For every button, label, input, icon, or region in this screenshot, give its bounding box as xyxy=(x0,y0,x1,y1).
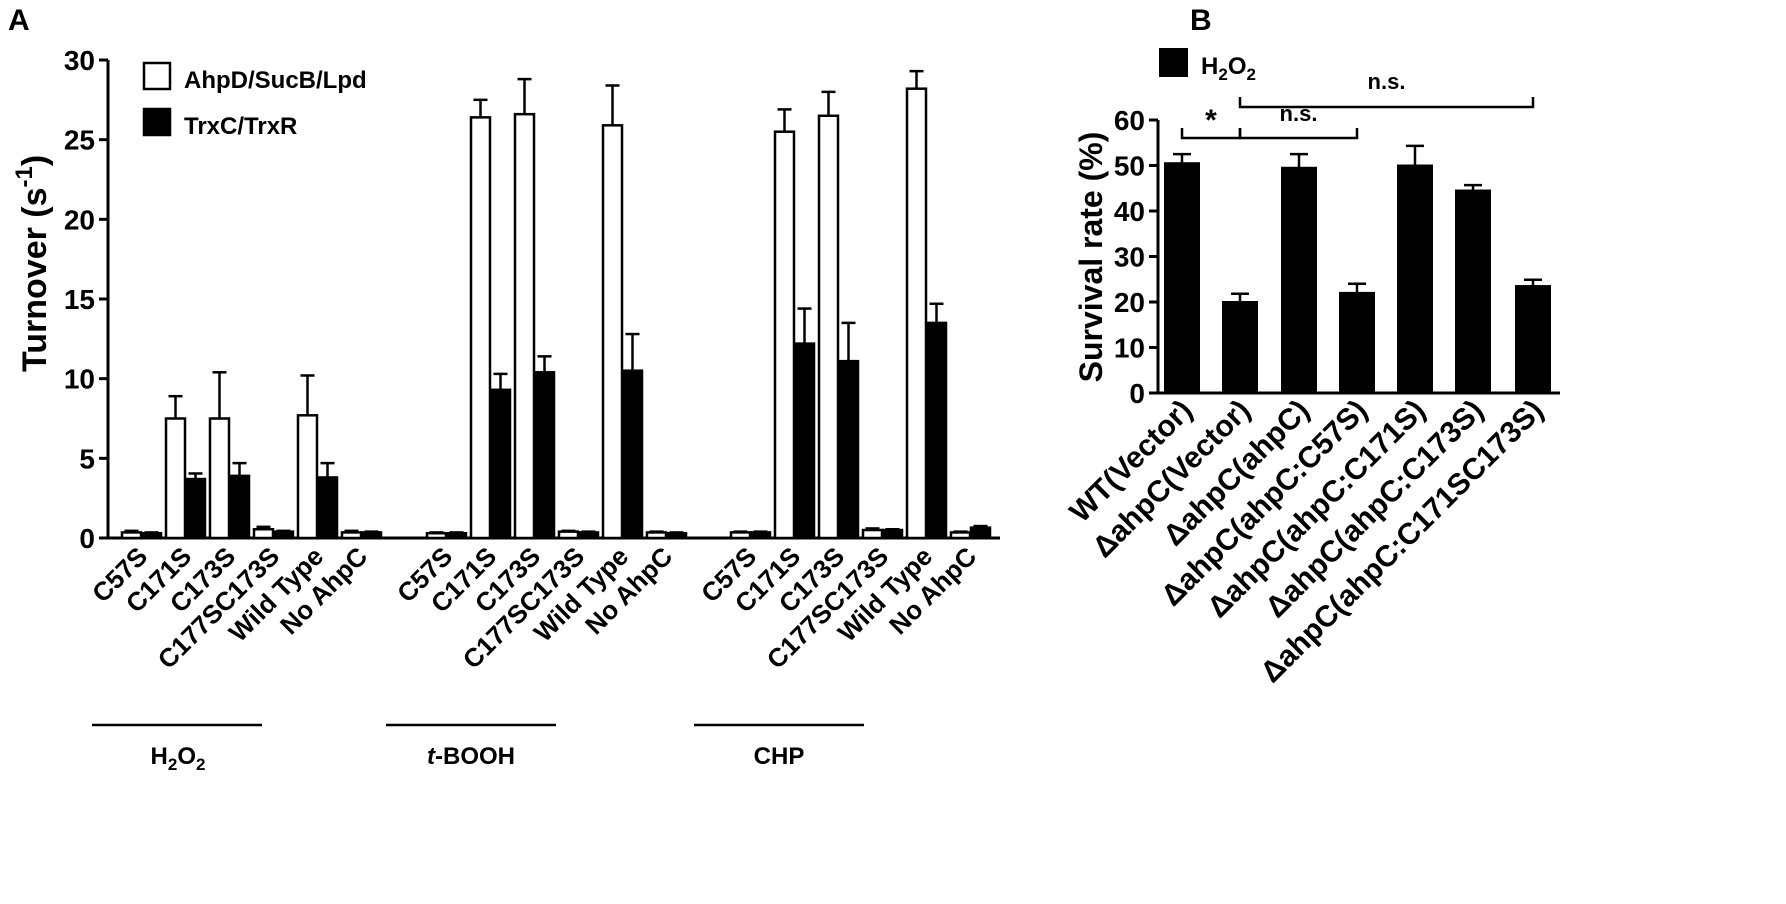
bar xyxy=(557,530,580,540)
bar xyxy=(340,531,363,540)
bar xyxy=(793,342,816,540)
bar xyxy=(425,531,448,540)
bar xyxy=(184,477,207,540)
bar xyxy=(749,531,772,540)
bar xyxy=(513,112,536,540)
bar xyxy=(905,87,928,540)
panel-b-letter: B xyxy=(1190,4,1212,37)
bar xyxy=(837,359,860,540)
bar xyxy=(1281,166,1317,394)
legend-label-h2o2: H2O2 xyxy=(1201,53,1256,84)
group-label-sub: 2 xyxy=(168,755,177,774)
bar xyxy=(1515,285,1551,395)
bar xyxy=(949,531,972,540)
y-axis-label: Survival rate (%) xyxy=(1073,132,1109,383)
bar xyxy=(729,531,752,540)
bar xyxy=(881,528,904,540)
legend-label-part: H xyxy=(1201,53,1218,80)
y-tick-label: 20 xyxy=(1114,287,1145,318)
y-tick-label: 0 xyxy=(1129,378,1145,409)
bar xyxy=(773,130,796,540)
bar xyxy=(577,531,600,540)
bar xyxy=(445,531,468,540)
bar xyxy=(120,531,143,540)
group-label-italic: t xyxy=(427,743,436,770)
significance-bracket xyxy=(1238,128,1359,140)
group-label: H2O2 xyxy=(151,743,206,774)
y-tick-label: 0 xyxy=(79,523,95,554)
y-tick-label: 30 xyxy=(1114,242,1145,273)
bar xyxy=(316,476,339,540)
bar xyxy=(1455,189,1491,394)
y-tick-label: 15 xyxy=(64,284,95,315)
significance-label: n.s. xyxy=(1280,101,1318,126)
bar xyxy=(140,531,163,540)
legend-swatch-ahpd xyxy=(142,61,172,91)
significance-label: * xyxy=(1205,104,1217,137)
legend-swatch-h2o2 xyxy=(1159,48,1188,77)
group-label-part: CHP xyxy=(754,743,805,770)
y-tick-label: 25 xyxy=(64,125,95,156)
bar xyxy=(228,474,251,540)
group-label-part: -BOOH xyxy=(435,743,515,770)
y-axis-label-close: ) xyxy=(16,155,54,166)
group-label-part: O xyxy=(177,743,196,770)
y-axis-label-text: Turnover (s xyxy=(16,187,54,372)
bar xyxy=(925,321,948,540)
y-tick-label: 5 xyxy=(79,443,95,474)
bar xyxy=(817,114,840,540)
bar xyxy=(208,417,231,540)
panel-a-letter: A xyxy=(8,4,30,37)
significance-label: n.s. xyxy=(1368,69,1406,94)
bar xyxy=(296,414,319,540)
bar xyxy=(621,369,644,540)
bar xyxy=(272,530,295,540)
y-tick-label: 40 xyxy=(1114,196,1145,227)
y-axis-label-sup: -1 xyxy=(11,166,38,187)
significance-bracket xyxy=(1238,97,1535,109)
bar xyxy=(665,531,688,540)
legend-label-sub: 2 xyxy=(1246,65,1255,84)
y-tick-label: 20 xyxy=(64,204,95,235)
bar xyxy=(1397,164,1433,394)
bar xyxy=(645,531,668,540)
bar xyxy=(1339,291,1375,394)
y-tick-label: 60 xyxy=(1114,105,1145,136)
bar xyxy=(360,531,383,540)
bar xyxy=(489,388,512,540)
y-tick-label: 50 xyxy=(1114,151,1145,182)
y-tick-label: 10 xyxy=(64,364,95,395)
bar xyxy=(164,417,187,540)
bar xyxy=(601,124,624,540)
bar xyxy=(1164,162,1200,394)
bar xyxy=(1222,301,1258,394)
legend-label-part: O xyxy=(1228,53,1247,80)
group-label: CHP xyxy=(754,743,805,770)
y-axis-label: Turnover (s-1) xyxy=(11,155,54,372)
group-label-part: H xyxy=(151,743,168,770)
bar xyxy=(469,116,492,540)
bar xyxy=(969,526,992,540)
bar xyxy=(252,527,275,540)
y-tick-label: 10 xyxy=(1114,333,1145,364)
legend-label-trxc: TrxC/TrxR xyxy=(184,113,297,140)
legend-label-sub: 2 xyxy=(1218,65,1227,84)
bar xyxy=(861,528,884,540)
bar xyxy=(533,371,556,540)
group-label: t-BOOH xyxy=(427,743,515,770)
y-tick-label: 30 xyxy=(64,45,95,76)
legend-swatch-trxc xyxy=(142,107,172,137)
legend-label-ahpd: AhpD/SucB/Lpd xyxy=(184,67,367,94)
group-label-sub: 2 xyxy=(196,755,205,774)
panel-a-chart: 0 5 10 15 20 25 30 Turnover (s-1) AhpD/SucB/Lpd T… xyxy=(11,45,1000,774)
